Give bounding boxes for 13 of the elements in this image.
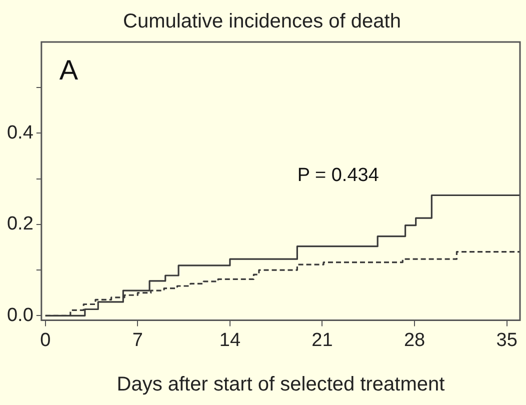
- x-tick-label: 28: [404, 330, 426, 351]
- x-tick-label: 35: [496, 330, 518, 351]
- x-tick-label: 7: [132, 330, 143, 351]
- y-tick-label: 0.4: [6, 122, 34, 144]
- y-tick-label: 0.2: [6, 214, 34, 235]
- x-tick-label: 21: [312, 330, 333, 351]
- y-tick-label: 0.0: [6, 304, 34, 326]
- x-axis-title: Days after start of selected treatment: [116, 374, 446, 396]
- annotation: A: [59, 54, 78, 86]
- chart-title: Cumulative incidences of death: [123, 10, 401, 33]
- x-tick-label: 0: [40, 330, 51, 351]
- annotation: P = 0.434: [297, 164, 380, 186]
- x-tick-label: 14: [219, 330, 241, 351]
